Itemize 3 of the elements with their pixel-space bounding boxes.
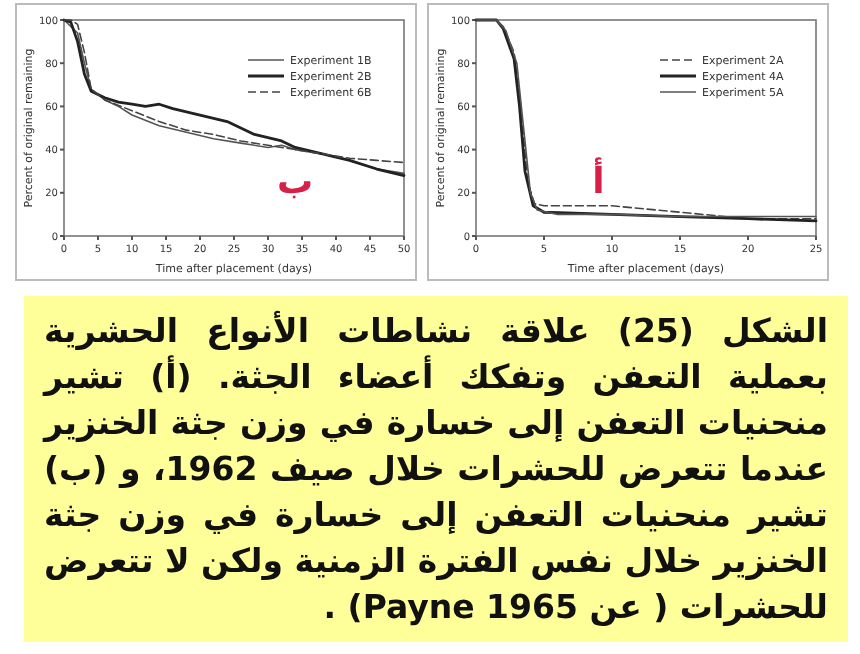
text: الشكل (25) علاقة نشاطات الأنواع الحشرية بعملية التعفن وتفكك أعضاء الجثة. (أ) تشير منحنيات التعفن إلى خسارة في وزن جثة الخنزير عندما تتعرض للحشرات خلال صيف 1962، و (ب) تشير منحنيات التعفن إلى خسارة في وزن جثة الخنزير خلال نفس الفترة الزمنية ولكن لا تتعرض للحشرات ( عن Payne 1965) . (44, 308, 829, 630)
annotation: ب (277, 160, 314, 203)
annotation: أ (592, 156, 605, 203)
